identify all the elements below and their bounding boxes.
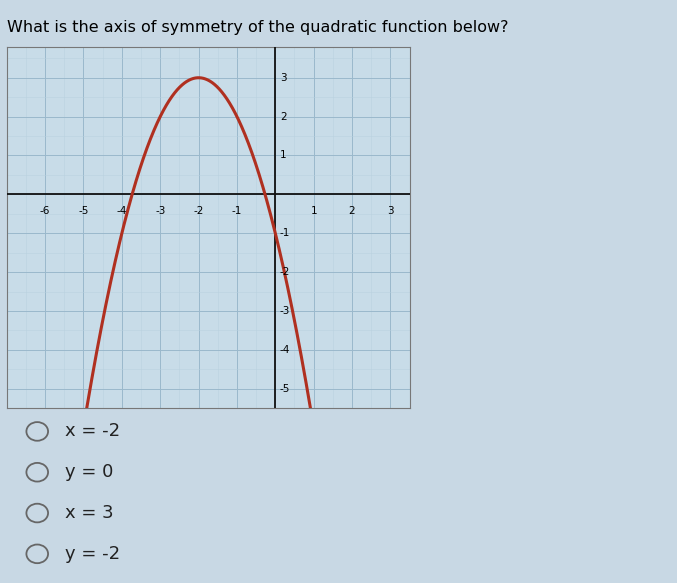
Text: -2: -2 [194, 206, 204, 216]
Text: 1: 1 [280, 150, 286, 160]
Text: x = -2: x = -2 [65, 423, 120, 440]
Text: What is the axis of symmetry of the quadratic function below?: What is the axis of symmetry of the quad… [7, 20, 508, 36]
Text: 3: 3 [280, 73, 286, 83]
Text: y = 0: y = 0 [65, 463, 113, 481]
Text: -4: -4 [116, 206, 127, 216]
Text: y = -2: y = -2 [65, 545, 120, 563]
Text: -1: -1 [232, 206, 242, 216]
Text: 1: 1 [310, 206, 317, 216]
Text: -6: -6 [40, 206, 50, 216]
Text: -3: -3 [155, 206, 165, 216]
Text: -1: -1 [280, 228, 290, 238]
Text: -3: -3 [280, 306, 290, 316]
Text: 3: 3 [387, 206, 394, 216]
Text: -5: -5 [280, 384, 290, 394]
Text: 2: 2 [349, 206, 355, 216]
Text: x = 3: x = 3 [65, 504, 114, 522]
Text: -4: -4 [280, 345, 290, 355]
Text: -2: -2 [280, 267, 290, 277]
Text: -5: -5 [79, 206, 89, 216]
Text: 2: 2 [280, 111, 286, 122]
